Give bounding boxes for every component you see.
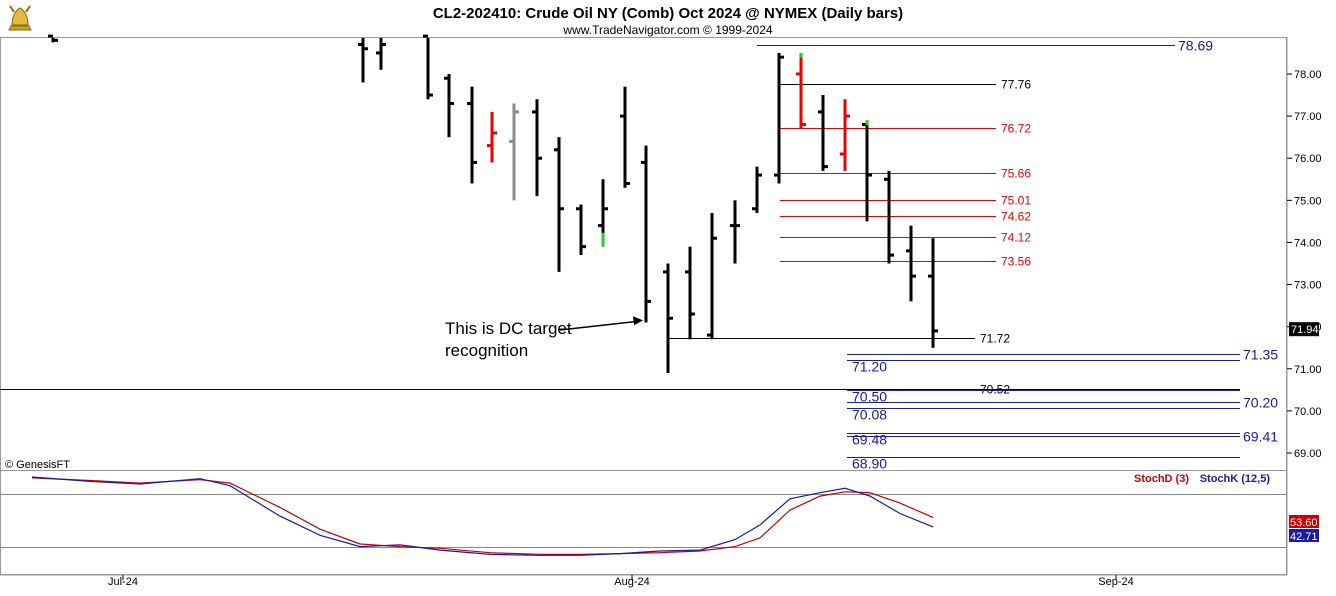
price-bar bbox=[840, 99, 850, 171]
level-label: 77.76 bbox=[1001, 78, 1031, 92]
price-bar bbox=[707, 212, 717, 340]
price-bar bbox=[906, 225, 916, 302]
level-label: 68.90 bbox=[852, 456, 887, 472]
last-price-badge bbox=[1289, 322, 1319, 337]
watermark-label: © GenesisFT bbox=[5, 459, 70, 471]
price-bar bbox=[487, 111, 497, 163]
price-bar bbox=[376, 38, 386, 70]
price-bar bbox=[641, 145, 651, 323]
y-tick-label: 75.00 bbox=[1294, 195, 1322, 207]
y-tick-label: 73.00 bbox=[1294, 280, 1322, 292]
level-label: 71.35 bbox=[1243, 347, 1278, 363]
price-bar bbox=[620, 86, 630, 188]
fib-levels: 78.69 77.76 76.72 75.66 75.01 74.62 74.12 73.56… bbox=[0, 38, 1278, 472]
stoch-last-badge bbox=[1289, 529, 1319, 542]
price-bars bbox=[48, 34, 938, 373]
chart-subtitle: www.TradeNavigator.com © 1999-2024 bbox=[562, 23, 772, 37]
stoch-last-badge bbox=[1289, 515, 1319, 528]
annotation-arrow-line bbox=[559, 320, 638, 331]
y-tick-label: 76.00 bbox=[1294, 153, 1322, 165]
level-label: 75.01 bbox=[1001, 194, 1031, 208]
stochastic-panel: 53.60 42.71 StochD (3) StochK (12,5) bbox=[0, 473, 1319, 556]
y-tick-label: 71.00 bbox=[1294, 364, 1322, 376]
price-bar bbox=[796, 52, 806, 129]
level-label: 70.52 bbox=[980, 383, 1010, 397]
price-bar bbox=[358, 38, 368, 83]
price-bar bbox=[48, 34, 58, 43]
price-bar bbox=[663, 263, 673, 373]
stoch-last-label: 53.60 bbox=[1290, 517, 1318, 529]
x-tick-label: Aug-24 bbox=[614, 576, 649, 588]
level-label: 69.41 bbox=[1243, 429, 1278, 445]
price-bar bbox=[928, 238, 938, 348]
x-tick-label: Sep-24 bbox=[1098, 576, 1133, 588]
level-label: 73.56 bbox=[1001, 255, 1031, 269]
price-bar bbox=[554, 137, 564, 272]
x-tick-label: Jul-24 bbox=[108, 576, 138, 588]
stoch-panel-frame bbox=[0, 470, 1287, 575]
level-label: 71.72 bbox=[980, 332, 1010, 346]
level-label: 76.72 bbox=[1001, 122, 1031, 136]
price-y-axis: 78.0077.0076.0075.0074.0073.0072.0071.00… bbox=[1287, 69, 1322, 460]
annotation-text: recognition bbox=[445, 341, 528, 360]
y-tick-label: 69.00 bbox=[1294, 448, 1322, 460]
stoch-legend-item: StochD (3) bbox=[1134, 473, 1189, 485]
level-label: 74.12 bbox=[1001, 231, 1031, 245]
level-label: 70.08 bbox=[852, 407, 887, 423]
price-bar bbox=[509, 103, 519, 201]
level-label: 70.50 bbox=[852, 389, 887, 405]
stoch-series-line bbox=[31, 476, 934, 556]
x-axis: Jul-24 Aug-24 Sep-24 bbox=[108, 575, 1134, 588]
price-bar bbox=[532, 99, 542, 197]
annotation-text: This is DC target bbox=[445, 319, 572, 338]
price-bar bbox=[467, 86, 477, 184]
price-bar bbox=[730, 200, 740, 264]
y-tick-label: 78.00 bbox=[1294, 69, 1322, 81]
logo bbox=[5, 2, 35, 34]
price-bar bbox=[423, 34, 433, 100]
level-label: 69.48 bbox=[852, 432, 887, 448]
level-label: 75.66 bbox=[1001, 167, 1031, 181]
price-bar bbox=[752, 166, 762, 213]
stoch-legend-item: StochK (12,5) bbox=[1200, 473, 1271, 485]
price-bar bbox=[444, 74, 454, 138]
price-bar bbox=[685, 246, 695, 340]
level-label: 70.20 bbox=[1243, 395, 1278, 411]
price-bar bbox=[862, 120, 872, 222]
price-bar bbox=[576, 204, 586, 256]
y-tick-label: 70.00 bbox=[1294, 406, 1322, 418]
price-bar bbox=[774, 52, 784, 184]
dc-annotation: This is DC target recognition bbox=[445, 316, 643, 360]
level-label: 78.69 bbox=[1178, 38, 1213, 54]
annotation-arrow-head bbox=[633, 316, 643, 326]
y-tick-label: 74.00 bbox=[1294, 237, 1322, 249]
level-label: 71.20 bbox=[852, 359, 887, 375]
price-bar bbox=[598, 179, 608, 247]
y-tick-label: 77.00 bbox=[1294, 111, 1322, 123]
stoch-last-label: 42.71 bbox=[1290, 531, 1318, 543]
last-price-label: 71.94 bbox=[1291, 324, 1319, 336]
stoch-series-line bbox=[31, 477, 934, 555]
price-panel-frame bbox=[0, 37, 1287, 471]
price-bar bbox=[818, 95, 828, 171]
chart-title: CL2-202410: Crude Oil NY (Comb) Oct 2024… bbox=[433, 5, 903, 22]
level-label: 74.62 bbox=[1001, 210, 1031, 224]
price-bar bbox=[884, 170, 894, 264]
